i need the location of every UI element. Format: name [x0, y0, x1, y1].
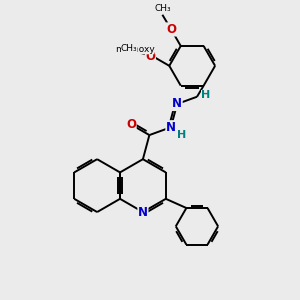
Text: N: N — [172, 98, 182, 110]
Text: N: N — [138, 206, 148, 219]
Text: N: N — [166, 121, 176, 134]
Text: CH₃: CH₃ — [121, 44, 138, 53]
Text: methoxy: methoxy — [115, 45, 154, 54]
Text: O: O — [166, 23, 176, 36]
Text: O: O — [146, 50, 155, 63]
Text: O: O — [126, 118, 136, 131]
Text: H: H — [177, 130, 187, 140]
Text: CH₃: CH₃ — [154, 4, 171, 13]
Text: H: H — [201, 90, 210, 100]
